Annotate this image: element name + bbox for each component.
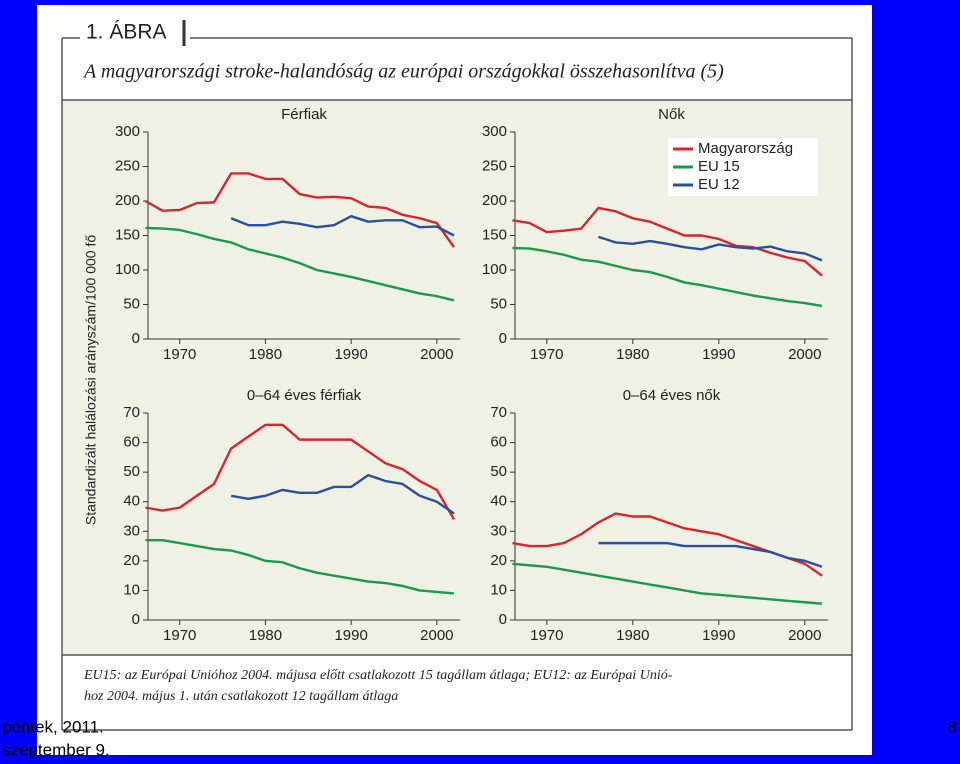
y-tick-label: 100 [115,261,140,278]
x-tick-label: 1990 [334,627,367,644]
y-tick-label: 250 [482,157,507,174]
chart-title: 0–64 éves nők [623,387,721,404]
x-tick-label: 1970 [530,627,563,644]
y-tick-label: 40 [123,493,140,510]
y-tick-label: 30 [123,522,140,539]
footnote-line: EU15: az Európai Unióhoz 2004. májusa el… [83,668,673,683]
x-tick-label: 1980 [616,627,649,644]
y-tick-label: 50 [490,463,507,480]
y-tick-label: 0 [499,330,507,347]
y-tick-label: 60 [490,434,507,451]
series-line [512,246,823,308]
figure-frame [61,20,853,731]
series-line [598,235,823,262]
legend-label: EU 15 [698,158,740,175]
y-tick-label: 60 [123,434,140,451]
series-line [598,541,823,568]
y-axis-label: Standardizált halálozási arányszám/100 0… [83,235,99,526]
y-tick-label: 0 [132,611,140,628]
x-tick-label: 1980 [616,346,649,363]
series-line [145,423,456,521]
figure-label: 1. ÁBRA [86,21,167,44]
x-tick-label: 2000 [788,346,821,363]
x-tick-label: 1990 [334,346,367,363]
y-tick-label: 100 [482,261,507,278]
y-tick-label: 200 [115,192,140,209]
y-tick-label: 40 [490,493,507,510]
y-tick-label: 30 [490,522,507,539]
y-tick-label: 300 [115,123,140,140]
y-tick-label: 150 [115,226,140,243]
y-tick-label: 10 [490,581,507,598]
x-tick-label: 1990 [702,346,735,363]
page-number: 8 [948,717,957,736]
y-tick-label: 200 [482,192,507,209]
x-tick-label: 1970 [163,346,196,363]
y-tick-label: 20 [123,552,140,569]
series-line [145,538,455,595]
y-tick-label: 0 [132,330,140,347]
legend-label: Magyarország [698,140,793,157]
figure-title: A magyarországi stroke-halandóság az eur… [82,61,724,83]
slide-date: szeptember 9. [2,740,110,759]
x-tick-label: 1980 [249,627,282,644]
x-tick-label: 2000 [420,627,453,644]
x-tick-label: 2000 [788,627,821,644]
x-tick-label: 1980 [249,346,282,363]
x-tick-label: 2000 [420,346,453,363]
series-line [230,214,455,237]
footnote-line: hoz 2004. május 1. után csatlakozott 12 … [84,689,398,704]
series-line [230,473,455,515]
series-line [144,172,455,248]
y-tick-label: 70 [123,404,140,421]
y-tick-label: 20 [490,552,507,569]
x-tick-label: 1970 [163,627,196,644]
series-line [512,562,823,605]
y-tick-label: 300 [482,123,507,140]
chart-title: Férfiak [281,106,327,123]
y-tick-label: 250 [115,157,140,174]
chart-title: Nők [658,106,685,123]
y-tick-label: 150 [482,226,507,243]
y-tick-label: 50 [123,295,140,312]
y-tick-label: 10 [123,581,140,598]
x-tick-label: 1970 [530,346,563,363]
chart-title: 0–64 éves férfiak [247,387,362,404]
y-tick-label: 50 [490,295,507,312]
legend-label: EU 12 [698,176,740,193]
series-line [512,206,823,277]
y-tick-label: 70 [490,404,507,421]
x-tick-label: 1990 [702,627,735,644]
y-tick-label: 50 [123,463,140,480]
slide-date: péntek, 2011. [2,717,104,736]
series-line [145,226,455,302]
y-tick-label: 0 [499,611,507,628]
